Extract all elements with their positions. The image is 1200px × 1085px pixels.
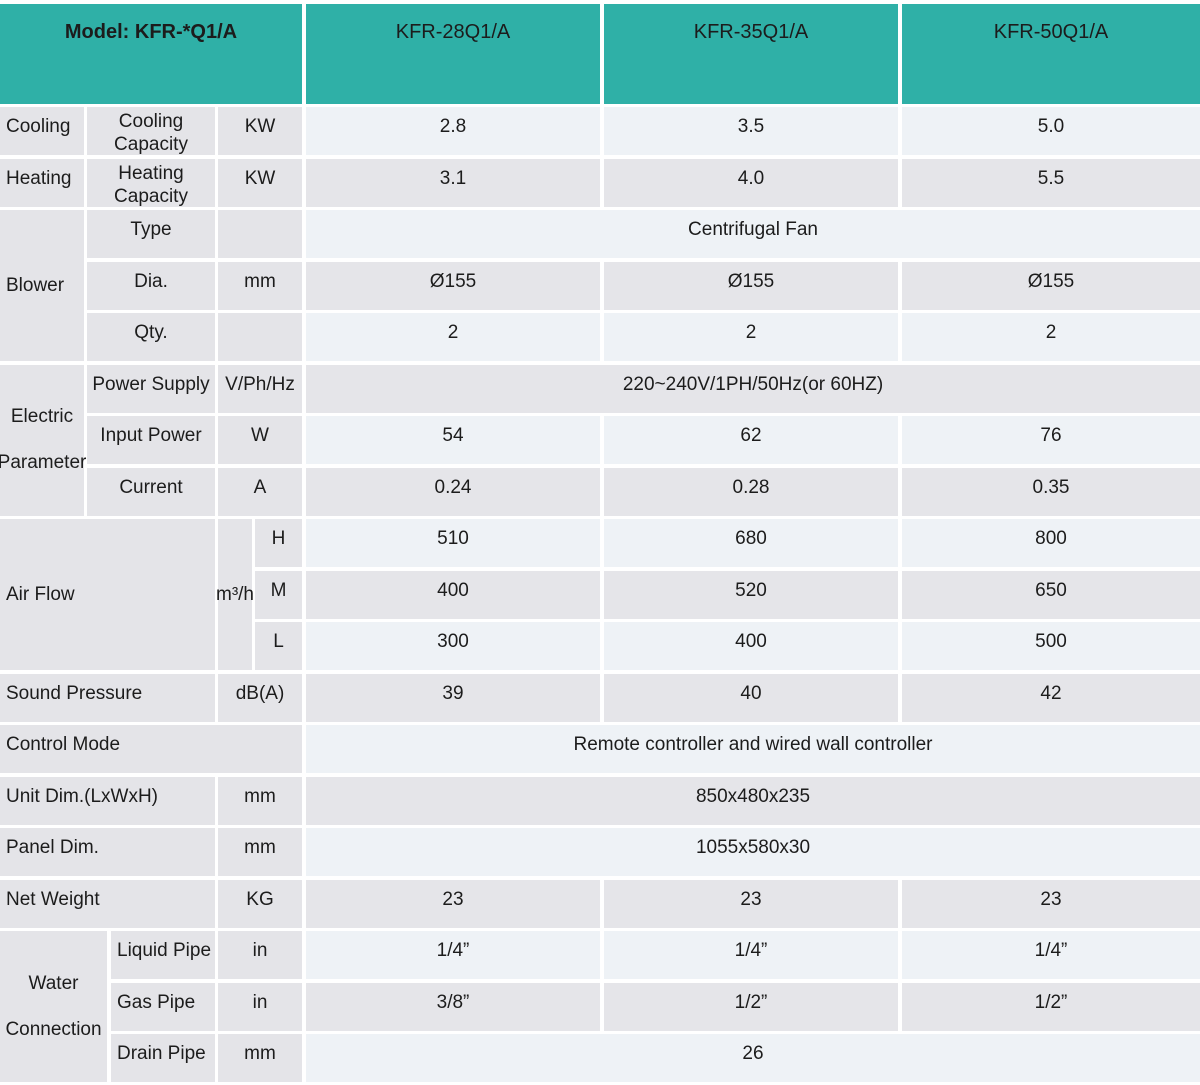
label-cell-net-weight: Net Weight — [0, 879, 215, 928]
value-cell-cooling-50: 5.0 — [902, 107, 1200, 155]
value-cell-net-weight-28: 23 — [306, 879, 600, 928]
value-cell-sound-pressure-28: 39 — [306, 673, 600, 722]
value-cell-control-mode-merged: Remote controller and wired wall control… — [306, 725, 1200, 773]
value-cell-current-50: 0.35 — [902, 467, 1200, 516]
value-cell-input-power-50: 76 — [902, 416, 1200, 464]
value-cell-blower-dia-35: Ø155 — [604, 261, 898, 310]
group-cell-air-flow: Air Flow — [0, 519, 215, 670]
value-cell-air-flow-m-35: 520 — [604, 570, 898, 619]
unit-cell-blower-dia-mm: mm — [218, 261, 302, 310]
value-cell-air-flow-m-50: 650 — [902, 570, 1200, 619]
label-cell-cooling-capacity: Cooling Capacity — [87, 107, 215, 155]
unit-cell-air-flow-m3h: m³/h — [216, 519, 254, 670]
group-cell-water-connection: Water Connection — [0, 931, 107, 1082]
value-cell-input-power-28: 54 — [306, 416, 600, 464]
value-cell-heating-35: 4.0 — [604, 158, 898, 207]
group-cell-electric-parameter: Electric Parameter — [0, 364, 87, 516]
value-cell-drain-pipe-merged: 26 — [306, 1034, 1200, 1082]
value-cell-blower-qty-28: 2 — [306, 313, 600, 361]
label-cell-power-supply: Power Supply — [87, 364, 215, 413]
label-cell-gas-pipe: Gas Pipe — [111, 982, 215, 1031]
spec-table-upper: Model: KFR-*Q1/A KFR-28Q1/A KFR-35Q1/A K… — [0, 4, 1200, 928]
unit-cell-cooling-kw: KW — [218, 107, 302, 155]
group-cell-heating: Heating — [0, 158, 84, 207]
unit-cell-current-a: A — [218, 467, 302, 516]
unit-cell-blower-qty-empty — [218, 313, 302, 361]
value-cell-net-weight-50: 23 — [902, 879, 1200, 928]
label-cell-current: Current — [87, 467, 215, 516]
value-cell-liquid-pipe-28: 1/4” — [306, 931, 600, 979]
unit-cell-liquid-pipe-in: in — [218, 931, 302, 979]
value-cell-air-flow-h-35: 680 — [604, 519, 898, 567]
label-cell-air-flow-l: L — [255, 622, 302, 670]
label-cell-liquid-pipe: Liquid Pipe — [111, 931, 215, 979]
value-cell-input-power-35: 62 — [604, 416, 898, 464]
unit-cell-net-weight-kg: KG — [218, 879, 302, 928]
value-cell-liquid-pipe-50: 1/4” — [902, 931, 1200, 979]
value-cell-blower-qty-35: 2 — [604, 313, 898, 361]
value-cell-current-35: 0.28 — [604, 467, 898, 516]
unit-cell-power-supply: V/Ph/Hz — [218, 364, 302, 413]
label-cell-air-flow-h: H — [255, 519, 302, 567]
label-cell-heating-capacity: Heating Capacity — [87, 158, 215, 207]
value-cell-heating-28: 3.1 — [306, 158, 600, 207]
label-cell-sound-pressure: Sound Pressure — [0, 673, 215, 722]
value-cell-gas-pipe-28: 3/8” — [306, 982, 600, 1031]
header-column-kfr28: KFR-28Q1/A — [306, 4, 600, 104]
label-cell-blower-type: Type — [87, 210, 215, 258]
spec-table-water-connection: Water Connection Liquid Pipe in 1/4” 1/4… — [0, 931, 1200, 1082]
unit-cell-heating-kw: KW — [218, 158, 302, 207]
label-cell-blower-qty: Qty. — [87, 313, 215, 361]
label-cell-air-flow-m: M — [255, 570, 302, 619]
label-cell-drain-pipe: Drain Pipe — [111, 1034, 215, 1082]
value-cell-air-flow-l-35: 400 — [604, 622, 898, 670]
value-cell-sound-pressure-50: 42 — [902, 673, 1200, 722]
value-cell-cooling-28: 2.8 — [306, 107, 600, 155]
value-cell-liquid-pipe-35: 1/4” — [604, 931, 898, 979]
header-column-kfr35: KFR-35Q1/A — [604, 4, 898, 104]
value-cell-air-flow-l-50: 500 — [902, 622, 1200, 670]
value-cell-panel-dim-merged: 1055x580x30 — [306, 828, 1200, 876]
value-cell-net-weight-35: 23 — [604, 879, 898, 928]
value-cell-blower-dia-50: Ø155 — [902, 261, 1200, 310]
value-cell-air-flow-m-28: 400 — [306, 570, 600, 619]
header-model-cell: Model: KFR-*Q1/A — [0, 4, 302, 104]
unit-cell-blower-type-empty — [218, 210, 302, 258]
value-cell-power-supply-merged: 220~240V/1PH/50Hz(or 60HZ) — [306, 364, 1200, 413]
label-cell-panel-dim: Panel Dim. — [0, 828, 215, 876]
value-cell-air-flow-h-28: 510 — [306, 519, 600, 567]
group-cell-cooling: Cooling — [0, 107, 84, 155]
unit-cell-gas-pipe-in: in — [218, 982, 302, 1031]
unit-cell-unit-dim-mm: mm — [218, 776, 302, 825]
unit-cell-input-power-w: W — [218, 416, 302, 464]
value-cell-sound-pressure-35: 40 — [604, 673, 898, 722]
value-cell-air-flow-l-28: 300 — [306, 622, 600, 670]
value-cell-blower-dia-28: Ø155 — [306, 261, 600, 310]
label-cell-control-mode: Control Mode — [0, 725, 302, 773]
value-cell-heating-50: 5.5 — [902, 158, 1200, 207]
value-cell-blower-type-merged: Centrifugal Fan — [306, 210, 1200, 258]
label-cell-blower-dia: Dia. — [87, 261, 215, 310]
label-cell-input-power: Input Power — [87, 416, 215, 464]
group-label-electric-parameter: Electric Parameter — [0, 406, 87, 473]
value-cell-unit-dim-merged: 850x480x235 — [306, 776, 1200, 825]
unit-cell-panel-dim-mm: mm — [218, 828, 302, 876]
unit-cell-sound-pressure-dba: dB(A) — [218, 673, 302, 722]
label-cell-unit-dim: Unit Dim.(LxWxH) — [0, 776, 215, 825]
value-cell-air-flow-h-50: 800 — [902, 519, 1200, 567]
value-cell-gas-pipe-50: 1/2” — [902, 982, 1200, 1031]
value-cell-current-28: 0.24 — [306, 467, 600, 516]
group-label-water-connection: Water Connection — [5, 972, 102, 1040]
header-column-kfr50: KFR-50Q1/A — [902, 4, 1200, 104]
value-cell-gas-pipe-35: 1/2” — [604, 982, 898, 1031]
value-cell-cooling-35: 3.5 — [604, 107, 898, 155]
unit-cell-drain-pipe-mm: mm — [218, 1034, 302, 1082]
group-cell-blower: Blower — [0, 210, 84, 361]
value-cell-blower-qty-50: 2 — [902, 313, 1200, 361]
